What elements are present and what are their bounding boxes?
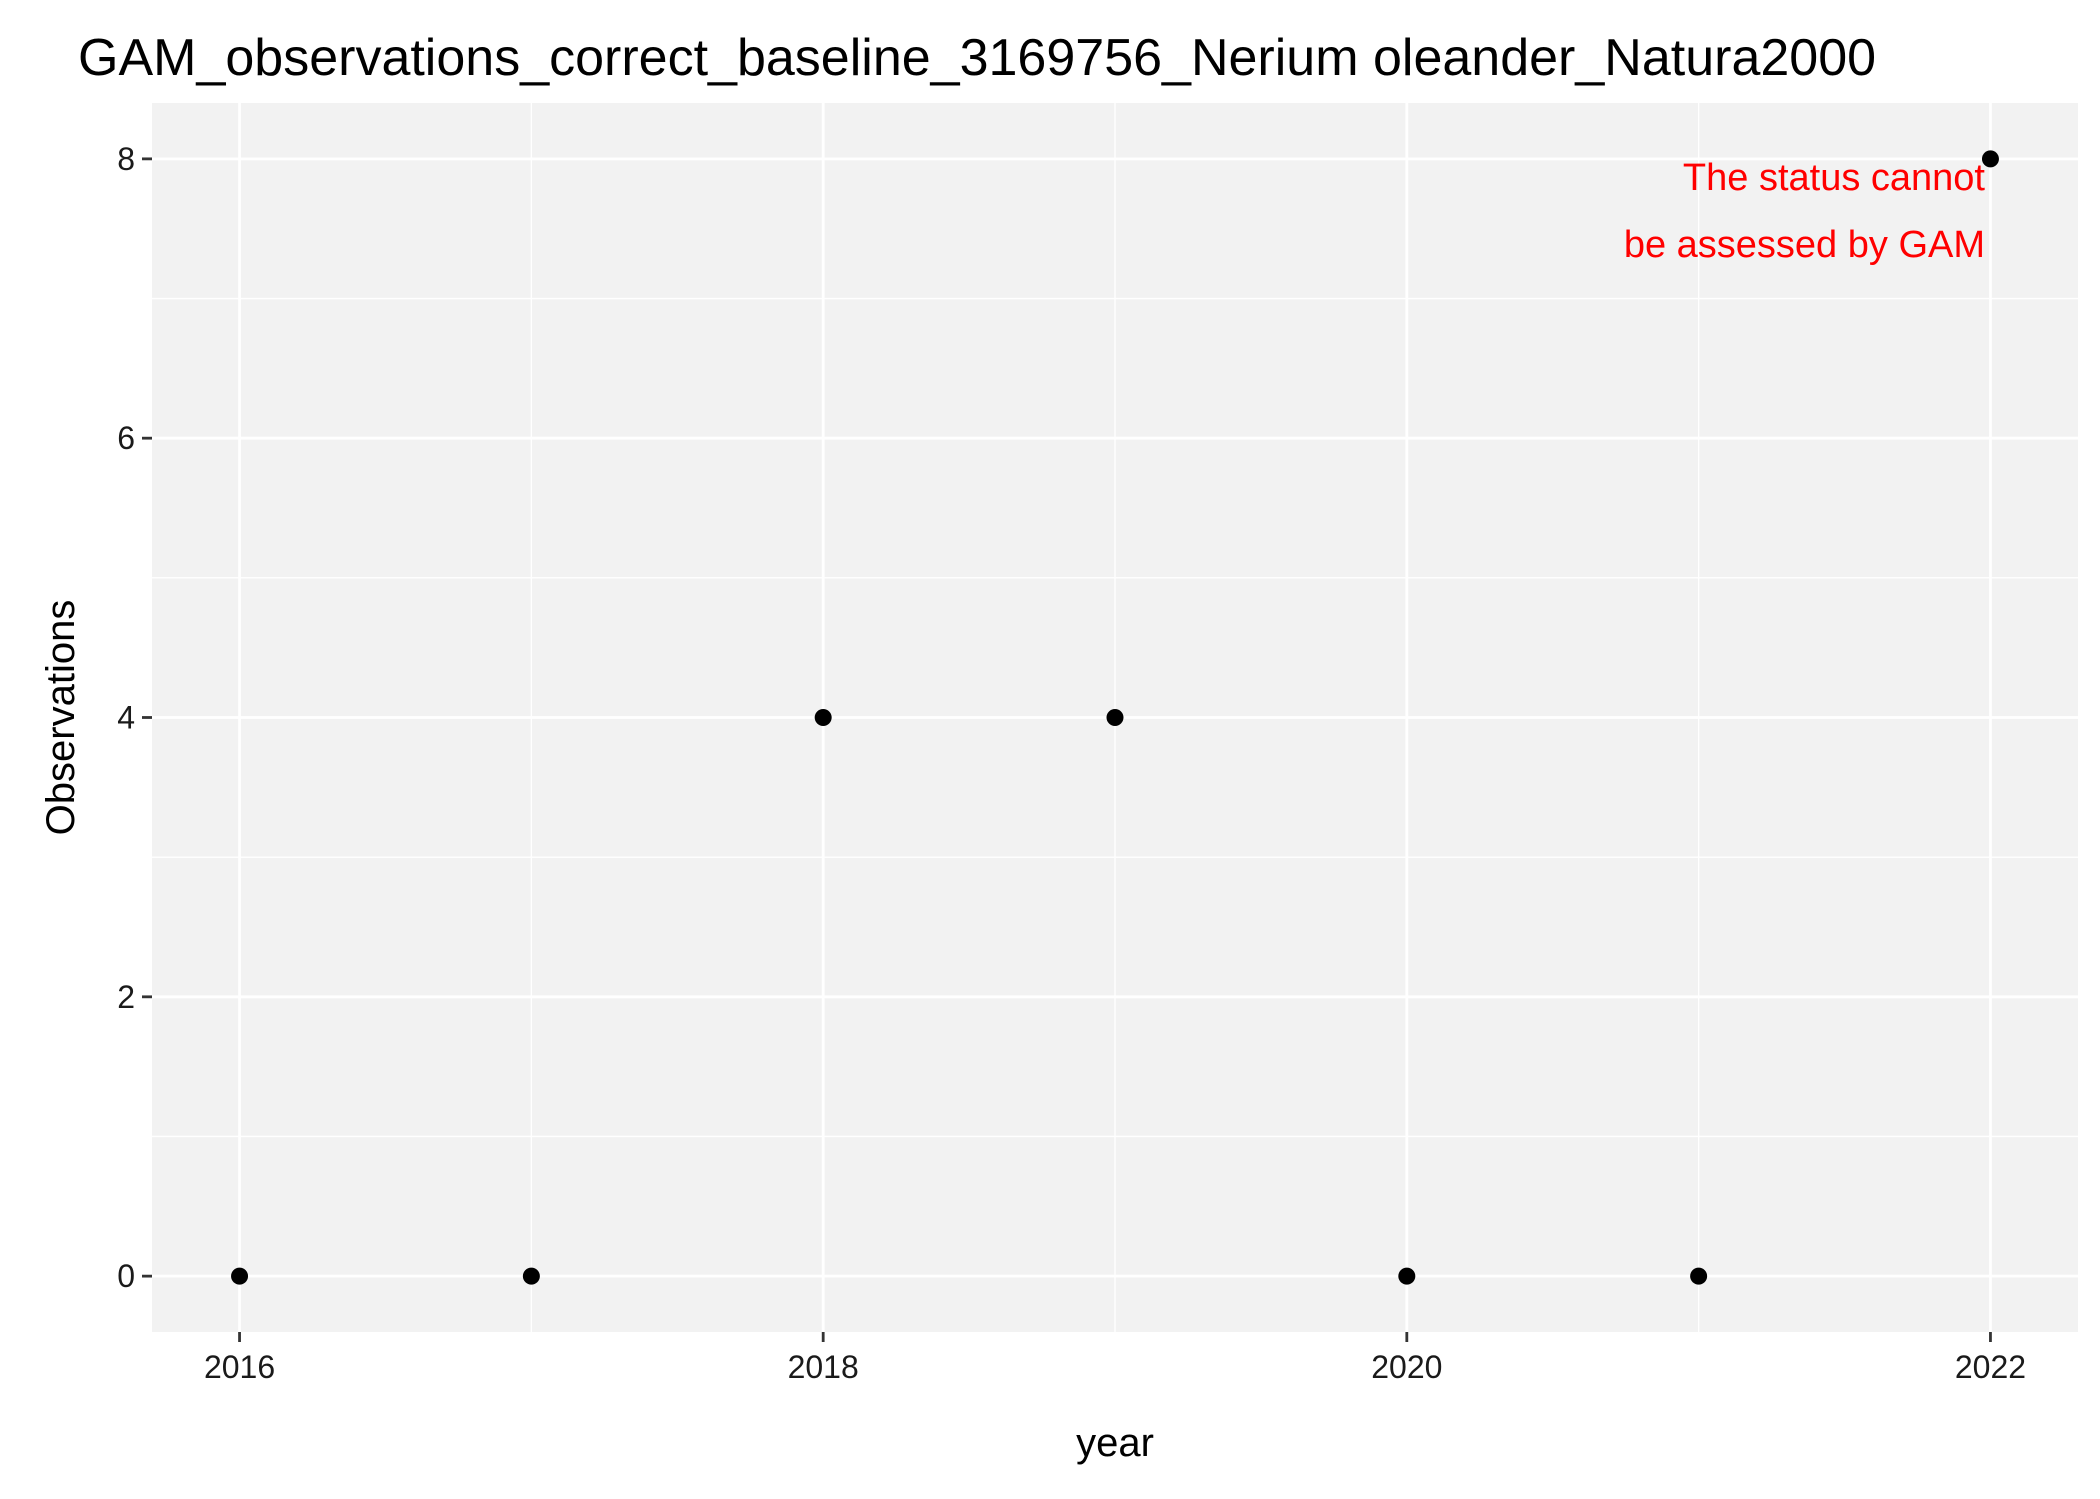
data-point <box>1106 709 1124 726</box>
x-tick-label: 2018 <box>788 1349 859 1385</box>
data-point <box>1981 150 1999 168</box>
data-point <box>1398 1267 1416 1285</box>
chart-title: GAM_observations_correct_baseline_316975… <box>78 29 1876 87</box>
data-points <box>231 150 1999 1285</box>
y-tick-label: 6 <box>117 420 135 456</box>
status-annotation: The status cannot be assessed by GAM <box>1624 157 1986 266</box>
y-tick-label: 0 <box>117 1258 135 1294</box>
x-axis-title: year <box>1076 1421 1154 1465</box>
data-point <box>231 1267 249 1285</box>
data-point <box>814 709 832 726</box>
x-tick-label: 2020 <box>1371 1349 1442 1385</box>
y-tick-label: 2 <box>117 979 135 1015</box>
y-axis: 0 2 4 6 8 <box>117 141 152 1294</box>
annotation-line: The status cannot <box>1683 157 1986 199</box>
annotation-line: be assessed by GAM <box>1624 224 1985 266</box>
data-point <box>1690 1267 1708 1285</box>
x-tick-label: 2022 <box>1955 1349 2026 1385</box>
y-tick-label: 4 <box>117 700 135 736</box>
x-tick-label: 2016 <box>204 1349 275 1385</box>
x-axis: 2016 2018 2020 2022 <box>204 1332 2026 1385</box>
y-axis-title: Observations <box>39 600 83 836</box>
data-point <box>522 1267 540 1285</box>
y-tick-label: 8 <box>117 141 135 177</box>
